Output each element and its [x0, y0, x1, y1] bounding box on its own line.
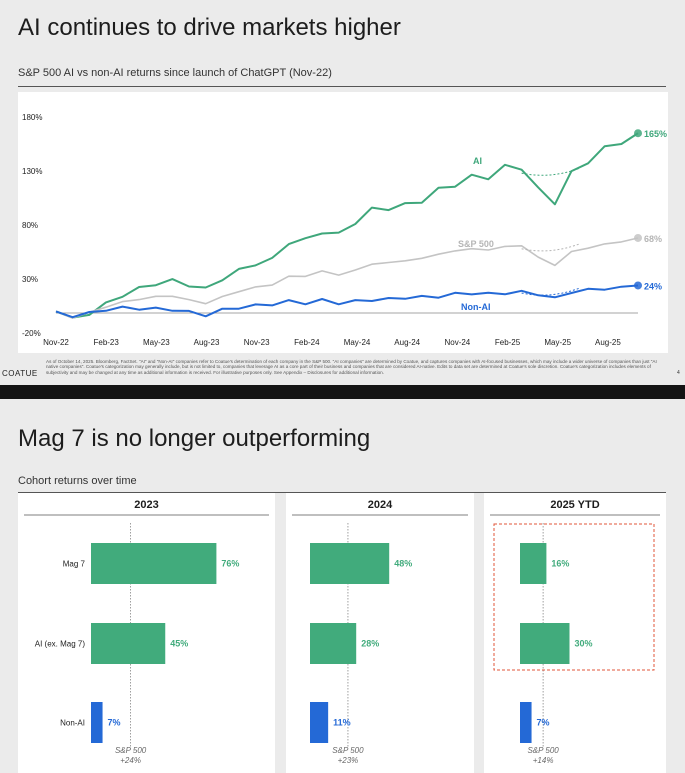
y-tick-label: 30% [22, 275, 38, 284]
brand-logo: COATUE [2, 369, 38, 378]
slide-divider [0, 385, 685, 399]
dotted-annotation-arrow [521, 167, 580, 176]
dotted-annotation-arrow [521, 287, 580, 296]
bar [91, 543, 217, 584]
reference-value-label: +14% [533, 756, 554, 765]
footnote: As of October 14, 2025. Bloomberg, FactS… [46, 359, 657, 375]
bar-value-label: 28% [361, 639, 379, 649]
series-line-ai [55, 132, 639, 319]
reference-value-label: +23% [338, 756, 359, 765]
slide-ai-markets: AI continues to drive markets higher S&P… [0, 0, 685, 385]
bar [310, 543, 390, 584]
x-tick-label: May-25 [544, 338, 571, 347]
series-end-label: 24% [644, 281, 662, 291]
series-end-label: 165% [644, 129, 667, 139]
y-tick-label: -20% [22, 329, 41, 338]
bar-value-label: 11% [333, 718, 351, 728]
slide-title: AI continues to drive markets higher [18, 14, 401, 41]
y-tick-label: 180% [22, 113, 42, 122]
y-tick-label: 130% [22, 167, 42, 176]
panel-title: 2025 YTD [550, 499, 599, 511]
x-tick-label: Feb-24 [294, 338, 320, 347]
series-end-point [634, 233, 642, 242]
reference-label: S&P 500 [527, 746, 559, 755]
x-tick-label: Nov-24 [444, 338, 470, 347]
y-tick-label: 80% [22, 221, 38, 230]
page-number: 4 [677, 370, 680, 376]
bar [520, 702, 532, 743]
reference-value-label: +24% [120, 756, 141, 765]
reference-label: S&P 500 [115, 746, 147, 755]
panel-background [484, 493, 666, 773]
bar [310, 702, 329, 743]
chart-subtitle: S&P 500 AI vs non-AI returns since launc… [18, 67, 332, 79]
bar-value-label: 7% [537, 718, 550, 728]
subtitle-rule [18, 86, 666, 87]
dotted-annotation-arrow [521, 243, 580, 252]
x-tick-label: Aug-23 [194, 338, 220, 347]
category-label: Mag 7 [63, 560, 86, 569]
bar [91, 702, 103, 743]
series-end-label: 68% [644, 234, 662, 244]
highlight-box [493, 523, 655, 671]
category-label: Non-AI [60, 719, 85, 728]
panel-title: 2024 [368, 499, 393, 511]
bar-panel-0: 2023 S&P 500+24% 76% Mag 7 45% AI (ex. Mag 7)… [18, 493, 275, 773]
bar-value-label: 30% [575, 639, 593, 649]
bar-value-label: 48% [394, 559, 412, 569]
series-line-sp500 [55, 237, 639, 319]
x-tick-label: May-24 [344, 338, 371, 347]
chart-subtitle-2: Cohort returns over time [18, 475, 137, 487]
bar [520, 623, 570, 664]
x-tick-label: Nov-22 [43, 338, 69, 347]
bar-value-label: 76% [221, 559, 239, 569]
series-end-point [634, 281, 642, 290]
line-chart-panel: 180% 130% 80% 30% -20% Nov-22 Feb-23 May-23 Aug-… [18, 92, 668, 353]
bar-value-label: 45% [170, 639, 188, 649]
series-name-label: S&P 500 [458, 239, 494, 249]
bar-panel-1: 2024 S&P 500+23% 48% 28% 11% [286, 493, 474, 773]
series-end-point [634, 129, 642, 138]
category-label: AI (ex. Mag 7) [35, 640, 86, 649]
bar-panel-2: 2025 YTD S&P 500+14% 16% 30% 7% [484, 493, 666, 773]
subtitle-rule-2 [18, 492, 666, 493]
line-chart: 180% 130% 80% 30% -20%Nov-22 Feb-23 May-23 Aug-… [22, 113, 667, 347]
bar-value-label: 16% [551, 559, 569, 569]
series-name-label: Non-AI [461, 302, 491, 312]
bar [310, 623, 357, 664]
slide-mag7: Mag 7 is no longer outperforming Cohort … [0, 399, 685, 773]
series-name-label: AI [473, 156, 482, 166]
x-tick-label: May-23 [143, 338, 170, 347]
reference-label: S&P 500 [332, 746, 364, 755]
bar [520, 543, 547, 584]
x-tick-label: Nov-23 [244, 338, 270, 347]
bar [91, 623, 166, 664]
x-tick-label: Aug-24 [394, 338, 420, 347]
slide-title-2: Mag 7 is no longer outperforming [18, 425, 371, 452]
x-tick-label: Feb-23 [93, 338, 119, 347]
series-line-nonai [55, 284, 639, 319]
x-tick-label: Feb-25 [495, 338, 521, 347]
x-tick-label: Aug-25 [595, 338, 621, 347]
panel-title: 2023 [134, 499, 158, 511]
bar-value-label: 7% [108, 718, 121, 728]
